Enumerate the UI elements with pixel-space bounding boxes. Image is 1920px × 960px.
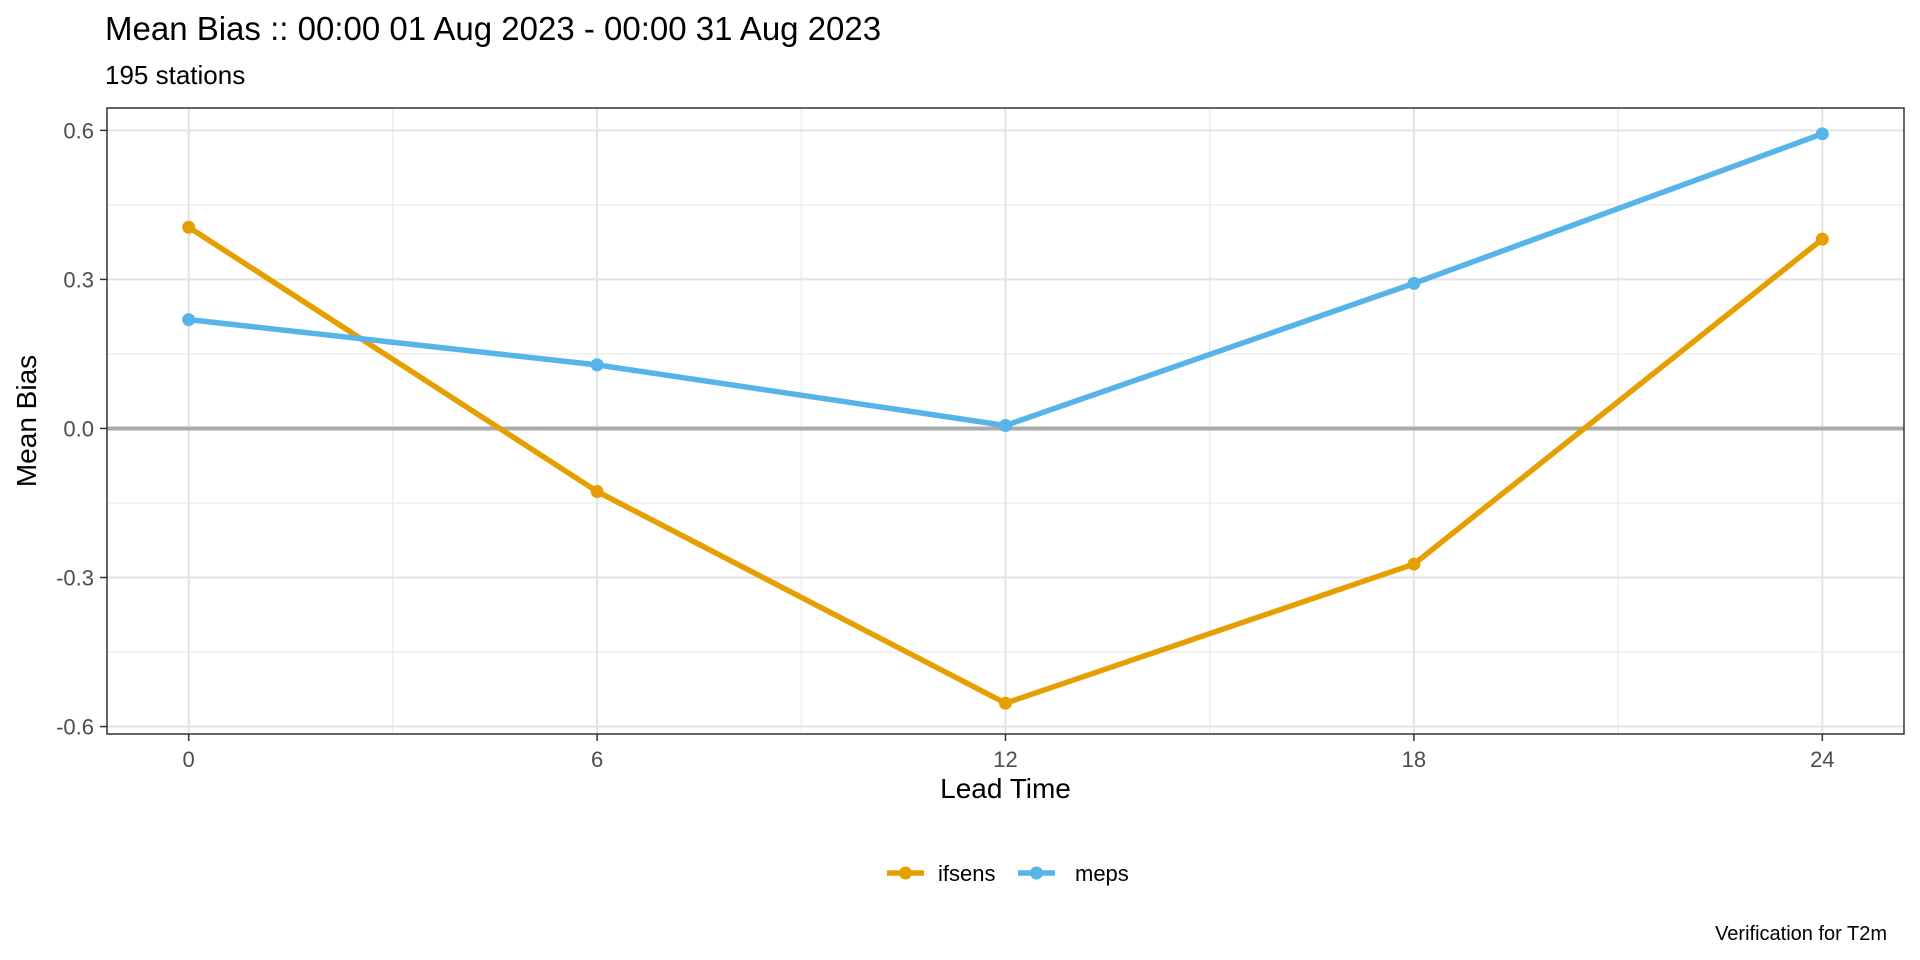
data-point-meps xyxy=(1407,276,1421,290)
data-point-ifsens xyxy=(182,220,196,234)
y-tick-label: 0.0 xyxy=(63,416,94,441)
x-tick-label: 12 xyxy=(993,747,1017,772)
legend-label-ifsens: ifsens xyxy=(938,861,995,886)
data-point-ifsens xyxy=(1407,557,1421,571)
series-layer xyxy=(182,127,1829,710)
y-tick-label: 0.6 xyxy=(63,118,94,143)
x-tick-label: 6 xyxy=(591,747,603,772)
data-point-meps xyxy=(182,313,196,327)
chart-title: Mean Bias :: 00:00 01 Aug 2023 - 00:00 3… xyxy=(105,10,881,47)
x-tick-label: 24 xyxy=(1810,747,1834,772)
y-tick-label: 0.3 xyxy=(63,267,94,292)
x-tick-label: 0 xyxy=(183,747,195,772)
data-point-ifsens xyxy=(999,696,1012,710)
x-tick-label: 18 xyxy=(1402,747,1426,772)
legend-key-point-meps xyxy=(1030,866,1043,880)
y-axis-title: Mean Bias xyxy=(11,355,42,487)
y-tick-label: -0.6 xyxy=(56,715,94,740)
legend-key-point-ifsens xyxy=(899,866,912,880)
x-axis-title: Lead Time xyxy=(940,773,1071,804)
axes: 0 6 12 18 24 -0.6 -0.3 0.0 0.3 0.6 xyxy=(56,118,1834,772)
plot-area xyxy=(106,107,1905,735)
data-point-meps xyxy=(1815,127,1829,141)
legend-label-meps: meps xyxy=(1075,861,1129,886)
y-tick-label: -0.3 xyxy=(56,566,94,591)
legend: ifsens meps xyxy=(887,861,1129,886)
chart-subtitle: 195 stations xyxy=(105,60,245,90)
data-point-meps xyxy=(999,418,1012,432)
data-point-ifsens xyxy=(1815,232,1829,246)
data-point-ifsens xyxy=(590,485,604,499)
data-point-meps xyxy=(590,358,604,372)
chart-caption: Verification for T2m xyxy=(1715,923,1887,945)
